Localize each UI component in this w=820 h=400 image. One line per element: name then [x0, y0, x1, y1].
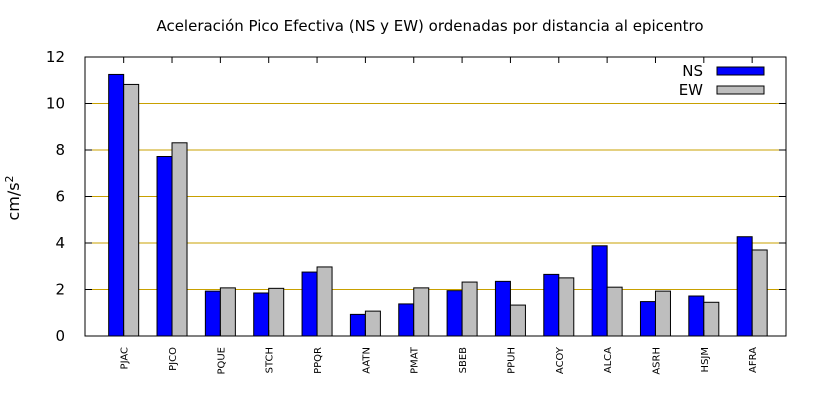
bar-ew-asrh — [654, 290, 671, 337]
bar-ns-pque — [204, 290, 221, 337]
y-axis-label-exponent: 2 — [3, 175, 16, 182]
bar-ew-hsjm — [703, 301, 720, 337]
x-tick-label: PJCO — [168, 347, 179, 371]
x-tick-label: ACOY — [555, 346, 566, 374]
legend-swatch-ew — [716, 85, 765, 95]
y-tick-label: 6 — [55, 188, 65, 206]
x-tick-label: AATN — [361, 347, 372, 374]
bar-ns-pmat — [398, 303, 415, 337]
bar-ew-aatn — [364, 310, 381, 337]
bar-ew-pjco — [171, 142, 188, 337]
x-tick-label: PPUH — [506, 347, 517, 374]
bar-ns-ppuh — [494, 280, 511, 337]
x-axis-ticks: PJAC PJCO PQUE STCH PPQR AATN PMAT SBEB PPUH ACOY… — [120, 57, 759, 375]
bar-ns-afra — [736, 236, 753, 337]
x-tick-label: PJAC — [120, 347, 131, 369]
y-tick-label: 12 — [46, 48, 65, 66]
x-tick-label: PPQR — [313, 347, 324, 374]
x-tick-label: HSJM — [700, 347, 711, 372]
y-axis-label-unit: cm/s — [4, 182, 23, 220]
bar-ew-pjac — [123, 83, 140, 337]
bar-ns-sbeb — [446, 290, 463, 337]
bar-ns-ppqr — [301, 271, 318, 337]
y-tick-label: 8 — [55, 141, 65, 159]
bar-ns-stch — [253, 292, 270, 337]
x-tick-label: SBEB — [458, 347, 469, 374]
bar-ns-hsjm — [688, 295, 705, 337]
bar-ew-alca — [606, 286, 623, 337]
y-tick-label: 10 — [46, 95, 65, 113]
bar-ns-acoy — [543, 273, 560, 337]
y-tick-label: 4 — [55, 234, 65, 252]
x-tick-label: AFRA — [748, 347, 759, 373]
bar-ew-stch — [268, 287, 285, 337]
x-tick-label: PQUE — [216, 347, 227, 375]
bar-ew-pmat — [413, 287, 430, 337]
y-axis-label: cm/s2 — [3, 175, 23, 220]
bar-ew-acoy — [558, 277, 575, 337]
grid-lines — [85, 103, 786, 290]
y-axis-ticks: 0 2 4 6 8 10 12 — [46, 48, 786, 345]
x-tick-label: PMAT — [410, 346, 421, 374]
chart-title: Aceleración Pico Efectiva (NS y EW) orde… — [156, 17, 703, 35]
bar-ns-asrh — [639, 301, 656, 337]
x-tick-label: ALCA — [603, 347, 614, 373]
bar-ew-afra — [751, 249, 768, 337]
legend-label-ew: EW — [679, 81, 703, 99]
x-tick-label: STCH — [265, 347, 276, 373]
bar-ew-ppqr — [316, 266, 333, 337]
legend-label-ns: NS — [682, 62, 703, 80]
bar-ew-ppuh — [509, 304, 526, 337]
bar-ew-sbeb — [461, 281, 478, 337]
legend-swatch-ns — [716, 66, 765, 76]
y-tick-label: 2 — [55, 281, 65, 299]
bar-ns-alca — [591, 245, 608, 337]
bar-ew-pque — [219, 287, 236, 337]
bar-ns-pjco — [156, 156, 173, 337]
bar-ns-aatn — [349, 313, 366, 337]
bar-ns-pjac — [108, 73, 125, 337]
x-tick-label: ASRH — [651, 347, 662, 375]
bars — [108, 73, 768, 337]
y-tick-label: 0 — [55, 327, 65, 345]
